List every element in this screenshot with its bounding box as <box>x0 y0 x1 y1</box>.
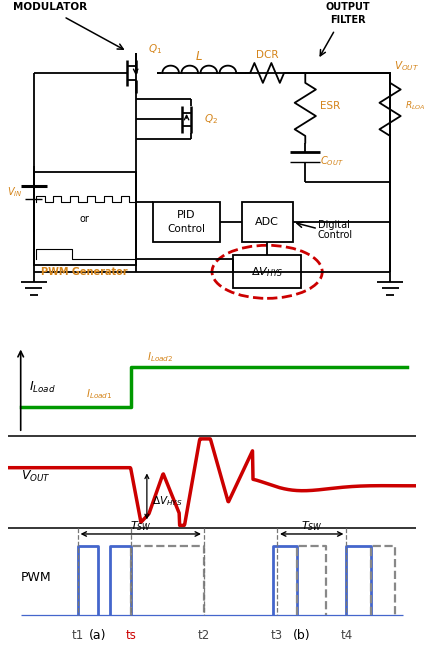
Text: ADC: ADC <box>255 217 279 227</box>
Text: Digital: Digital <box>318 220 350 230</box>
Text: or: or <box>80 214 90 224</box>
Text: $T_{SW}$: $T_{SW}$ <box>130 519 152 532</box>
Text: $\Delta V_{HYS}$: $\Delta V_{HYS}$ <box>251 265 283 279</box>
Text: t1: t1 <box>72 629 84 642</box>
Text: $I_{Load1}$: $I_{Load1}$ <box>86 387 112 402</box>
Bar <box>34 172 136 265</box>
Text: (b): (b) <box>293 629 310 642</box>
Text: PID: PID <box>177 211 196 220</box>
Text: $Q_2$: $Q_2$ <box>204 112 218 126</box>
Bar <box>233 255 301 289</box>
Text: DCR: DCR <box>256 50 279 60</box>
Text: $R_{LOAD}$: $R_{LOAD}$ <box>405 100 424 112</box>
Text: MODULATOR: MODULATOR <box>13 2 87 12</box>
Text: Control: Control <box>318 230 353 240</box>
Text: OUTPUT: OUTPUT <box>325 2 370 12</box>
Bar <box>153 202 220 242</box>
Bar <box>242 202 293 242</box>
Text: $\Delta V_{HYS}$: $\Delta V_{HYS}$ <box>152 494 182 508</box>
Text: t3: t3 <box>271 629 283 642</box>
Text: $I_{Load}$: $I_{Load}$ <box>29 380 56 395</box>
Text: $Q_1$: $Q_1$ <box>148 42 162 57</box>
Text: PWM Generator: PWM Generator <box>42 267 128 277</box>
Text: FILTER: FILTER <box>330 15 365 25</box>
Text: Control: Control <box>167 224 206 234</box>
Text: $C_{OUT}$: $C_{OUT}$ <box>320 154 344 168</box>
Text: L: L <box>196 49 203 62</box>
Text: ESR: ESR <box>320 101 340 111</box>
Text: PWM: PWM <box>21 571 51 584</box>
Text: t2: t2 <box>198 629 210 642</box>
Text: $V_{OUT}$: $V_{OUT}$ <box>21 469 50 484</box>
Text: ts: ts <box>125 629 136 642</box>
Text: $I_{Load2}$: $I_{Load2}$ <box>147 350 173 364</box>
Text: $T_{SW}$: $T_{SW}$ <box>301 519 323 532</box>
Text: $V_{IN}$: $V_{IN}$ <box>7 185 22 199</box>
Text: t4: t4 <box>340 629 352 642</box>
Text: $V_{OUT}$: $V_{OUT}$ <box>394 59 419 73</box>
Text: (a): (a) <box>89 629 107 642</box>
